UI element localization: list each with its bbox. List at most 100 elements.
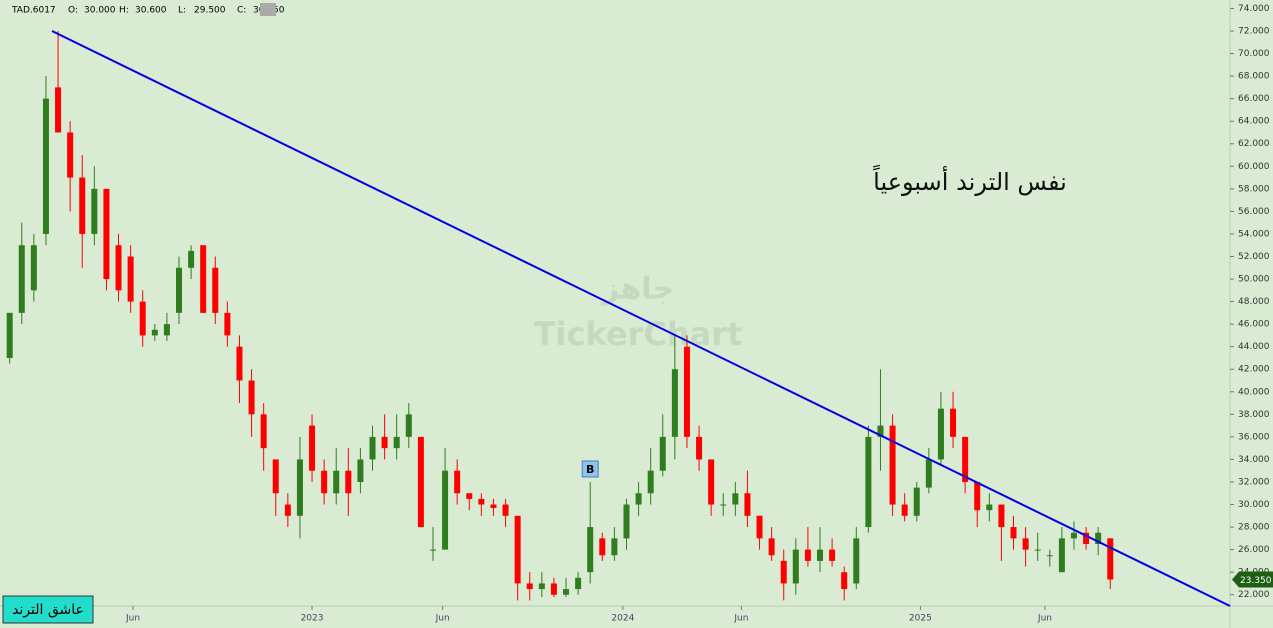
candle-body xyxy=(345,470,352,494)
candle-body xyxy=(575,577,582,590)
y-tick-label: 72.000 xyxy=(1238,27,1270,37)
x-tick-label: 2025 xyxy=(909,614,932,624)
candle-body xyxy=(67,132,74,178)
candle-body xyxy=(514,515,521,584)
y-tick-label: 42.000 xyxy=(1238,365,1270,375)
x-tick-label: Jun xyxy=(125,614,140,624)
candle-body xyxy=(720,504,727,506)
candle-body xyxy=(309,425,316,471)
annotation: نفس الترند أسبوعياً xyxy=(872,165,1066,196)
candle-body xyxy=(381,436,388,449)
candle-body xyxy=(1034,549,1041,551)
menu-button[interactable] xyxy=(260,3,276,16)
candle-body xyxy=(998,504,1005,528)
candle-body xyxy=(696,436,703,460)
y-tick-label: 52.000 xyxy=(1238,252,1270,262)
candle-body xyxy=(284,504,291,516)
candle-body xyxy=(962,436,969,482)
ohlc-key: L: xyxy=(178,6,186,16)
candle-body xyxy=(901,504,908,516)
y-tick-label: 40.000 xyxy=(1238,387,1270,397)
watermark: جاهز xyxy=(600,272,674,307)
y-tick-label: 34.000 xyxy=(1238,455,1270,465)
candle-body xyxy=(913,487,920,516)
candle-body xyxy=(671,369,678,437)
candle-body xyxy=(405,414,412,437)
candle-body xyxy=(1058,538,1065,573)
y-tick-label: 26.000 xyxy=(1238,545,1270,555)
y-tick-label: 60.000 xyxy=(1238,162,1270,172)
candle-body xyxy=(417,436,424,528)
y-tick-label: 54.000 xyxy=(1238,229,1270,239)
y-tick-label: 30.000 xyxy=(1238,500,1270,510)
candle-body xyxy=(635,493,642,505)
candle-body xyxy=(829,549,836,561)
candle-body xyxy=(139,301,146,336)
candle-body xyxy=(224,312,231,336)
y-tick-label: 64.000 xyxy=(1238,117,1270,127)
candle-body xyxy=(659,436,666,471)
candle-body xyxy=(490,504,497,508)
candle-body xyxy=(369,436,376,460)
candle-body xyxy=(623,504,630,539)
candle-body xyxy=(804,549,811,561)
candle-body xyxy=(550,583,557,595)
candle-body xyxy=(55,87,62,133)
candle-body xyxy=(466,493,473,499)
signal-label: B xyxy=(586,463,594,476)
y-tick-label: 74.000 xyxy=(1238,4,1270,14)
candle-body xyxy=(1107,538,1114,580)
watermark: TickerChart xyxy=(534,315,743,353)
ohlc-key: C: xyxy=(237,6,246,16)
candle-body xyxy=(526,583,533,590)
candle-body xyxy=(357,459,364,482)
candle-body xyxy=(127,256,134,302)
y-tick-label: 46.000 xyxy=(1238,320,1270,330)
y-tick-label: 32.000 xyxy=(1238,477,1270,487)
candle-body xyxy=(768,538,775,556)
candle-body xyxy=(103,188,110,280)
y-tick-label: 48.000 xyxy=(1238,297,1270,307)
candle-body xyxy=(841,572,848,590)
candle-body xyxy=(163,324,170,336)
x-tick-label: Jun xyxy=(435,614,450,624)
y-tick-label: 62.000 xyxy=(1238,139,1270,149)
candle-body xyxy=(974,481,981,511)
x-tick-label: Jun xyxy=(733,614,748,624)
candle-body xyxy=(792,549,799,584)
ohlc-value: 30.000 xyxy=(84,6,116,16)
candle-body xyxy=(950,408,957,437)
candle-body xyxy=(877,425,884,437)
last-price-box xyxy=(1232,571,1273,588)
candle-body xyxy=(393,436,400,449)
candle-body xyxy=(18,245,25,313)
candle-body xyxy=(853,538,860,584)
candle-body xyxy=(1095,532,1102,544)
candle-body xyxy=(79,177,86,234)
candle-body xyxy=(175,267,182,313)
ohlc-key: H: xyxy=(119,6,129,16)
candle-body xyxy=(647,470,654,494)
candle-body xyxy=(1010,527,1017,539)
candle-body xyxy=(563,589,570,595)
y-tick-label: 28.000 xyxy=(1238,523,1270,533)
candle-body xyxy=(986,504,993,511)
candle-body xyxy=(1083,532,1090,544)
candle-body xyxy=(91,188,98,234)
symbol: TAD.6017 xyxy=(11,6,56,16)
candle-body xyxy=(212,267,219,313)
y-tick-label: 68.000 xyxy=(1238,72,1270,82)
y-tick-label: 66.000 xyxy=(1238,94,1270,104)
candle-body xyxy=(42,98,49,234)
y-tick-label: 36.000 xyxy=(1238,432,1270,442)
candle-body xyxy=(1070,532,1077,539)
y-tick-label: 56.000 xyxy=(1238,207,1270,217)
candle-body xyxy=(115,245,122,291)
candle-body xyxy=(236,346,243,381)
candle-body xyxy=(429,549,436,551)
ohlc-value: 30.600 xyxy=(135,6,167,16)
y-tick-label: 70.000 xyxy=(1238,49,1270,59)
candle-body xyxy=(732,493,739,505)
